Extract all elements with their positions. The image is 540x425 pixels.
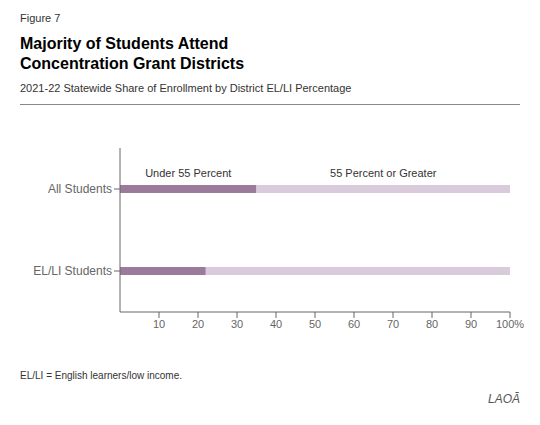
svg-text:All Students: All Students — [48, 182, 112, 196]
svg-text:100%: 100% — [496, 318, 524, 330]
svg-text:50: 50 — [309, 318, 321, 330]
svg-text:Under 55 Percent: Under 55 Percent — [145, 167, 231, 179]
svg-text:EL/LI Students: EL/LI Students — [33, 264, 112, 278]
html-text:Concentration Grant Districts: Concentration Grant Districts — [20, 55, 244, 72]
svg-text:20: 20 — [192, 318, 204, 330]
html-text:Majority of Students Attend: Majority of Students Attend — [20, 35, 229, 52]
svg-text:90: 90 — [465, 318, 477, 330]
svg-text:70: 70 — [387, 318, 399, 330]
html-text:EL/LI = English learners/low i: EL/LI = English learners/low income. — [20, 370, 182, 381]
svg-text:55 Percent or Greater: 55 Percent or Greater — [330, 167, 437, 179]
html-text:Figure 7: Figure 7 — [20, 12, 61, 24]
svg-text:40: 40 — [270, 318, 282, 330]
svg-text:60: 60 — [348, 318, 360, 330]
html-text:2021-22 Statewide Share of Enr: 2021-22 Statewide Share of Enrollment by… — [20, 82, 352, 94]
svg-text:10: 10 — [153, 318, 165, 330]
svg-text:80: 80 — [426, 318, 438, 330]
html-text:LAOĀ: LAOĀ — [488, 392, 520, 406]
svg-text:30: 30 — [231, 318, 243, 330]
